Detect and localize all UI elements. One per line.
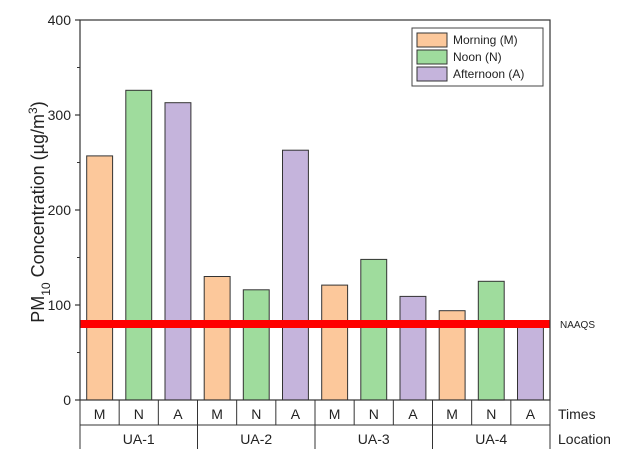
bar-ua-3-a	[399, 295, 427, 401]
row-label-times: Times	[558, 406, 596, 422]
time-label-ua-4-n: N	[486, 406, 496, 422]
y-axis-title-middle: Concentration (µg/m	[28, 114, 48, 282]
bar-ua-1-n	[125, 89, 153, 401]
bar-ua-1-a	[164, 102, 192, 401]
legend-label-3: Afternoon (A)	[453, 67, 524, 81]
svg-text:PM10 Concentration (µg/m3): PM10 Concentration (µg/m3)	[26, 101, 53, 323]
y-axis-title-subscript: 10	[39, 282, 53, 296]
bar-ua-2-a	[282, 149, 309, 401]
time-label-ua-2-a: A	[291, 406, 301, 422]
legend-swatch-3	[416, 66, 448, 82]
y-tick-label-200: 200	[48, 202, 72, 218]
category-axis: M N A UA-1 M N A UA-2 M N A UA-3 M N A UA-4 Times Locatio…	[79, 400, 611, 449]
time-label-ua-4-a: A	[526, 406, 536, 422]
time-label-ua-3-m: M	[329, 406, 341, 422]
location-label-ua-4: UA-4	[475, 431, 507, 447]
bar-ua-2-n	[242, 289, 270, 401]
y-axis-title-end: )	[28, 101, 48, 107]
bar-ua-3-m	[321, 284, 349, 401]
time-label-ua-4-m: M	[446, 406, 458, 422]
time-label-ua-2-n: N	[251, 406, 261, 422]
y-axis-title-superscript: 3	[26, 107, 40, 114]
y-axis-title-base: PM	[28, 296, 48, 323]
time-label-ua-1-a: A	[173, 406, 183, 422]
y-tick-label-100: 100	[48, 297, 72, 313]
time-label-ua-3-a: A	[408, 406, 418, 422]
legend-swatch-1	[416, 32, 448, 48]
bar-ua-1-m	[86, 155, 114, 401]
bar-ua-2-m	[203, 276, 231, 401]
y-tick-label-300: 300	[48, 107, 72, 123]
row-label-location: Location	[558, 431, 611, 447]
legend-label-1: Morning (M)	[453, 33, 518, 47]
time-label-ua-1-m: M	[94, 406, 106, 422]
legend: Morning (M) Noon (N) Afternoon (A)	[411, 27, 544, 87]
time-label-ua-2-m: M	[211, 406, 223, 422]
y-axis-title: PM10 Concentration (µg/m3)	[26, 101, 53, 323]
location-label-ua-2: UA-2	[240, 431, 272, 447]
location-label-ua-3: UA-3	[358, 431, 390, 447]
bar-ua-4-n	[477, 280, 505, 401]
legend-swatch-2	[416, 49, 448, 65]
bar-ua-3-n	[360, 258, 388, 401]
naaqs-label: NAAQS	[560, 320, 595, 331]
y-tick-label-0: 0	[63, 392, 71, 408]
y-tick-label-400: 400	[48, 12, 72, 28]
bar-ua-4-a	[517, 323, 544, 401]
legend-label-2: Noon (N)	[453, 50, 502, 64]
time-label-ua-1-n: N	[134, 406, 144, 422]
time-label-ua-3-n: N	[369, 406, 379, 422]
location-label-ua-1: UA-1	[123, 431, 155, 447]
